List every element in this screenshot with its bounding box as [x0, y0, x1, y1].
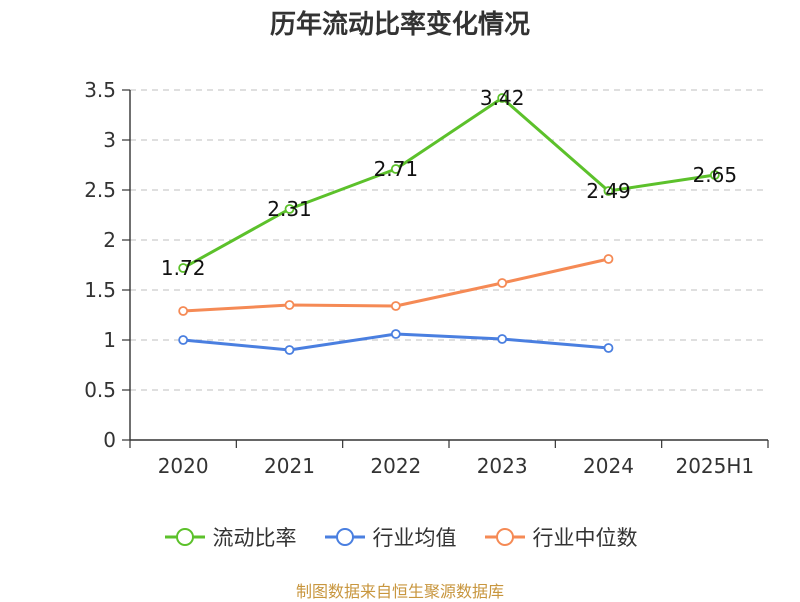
y-tick-label: 1.5 — [84, 278, 116, 302]
legend-label: 行业均值 — [372, 526, 457, 550]
series-0-point — [603, 186, 614, 196]
legend-marker — [495, 528, 514, 546]
legend-marker — [175, 528, 194, 546]
legend-label: 流动比率 — [212, 526, 297, 550]
x-tick-label: 2024 — [583, 454, 634, 478]
x-tick-label: 2020 — [158, 454, 209, 478]
legend-item[interactable]: 行业中位数 — [483, 522, 638, 552]
data-label: 1.72 — [161, 256, 206, 280]
series-0-point — [178, 263, 189, 273]
legend-swatch — [164, 528, 205, 546]
series-0-point — [497, 93, 508, 103]
y-tick-label: 3 — [103, 128, 116, 152]
y-tick-label: 3.5 — [84, 78, 116, 102]
series-1-point — [178, 335, 189, 345]
legend-marker — [335, 528, 354, 546]
grid-lines — [130, 89, 768, 391]
data-labels: 1.72 2.31 2.71 3.42 2.49 2.65 — [161, 86, 737, 280]
legend-item[interactable]: 流动比率 — [163, 522, 297, 552]
series-0-line — [182, 96, 716, 270]
legend-label: 行业中位数 — [532, 526, 638, 550]
series-0-point — [390, 164, 401, 174]
series-1-point — [284, 345, 295, 355]
series-0-point — [284, 204, 295, 214]
y-tick-label: 1 — [103, 328, 116, 352]
x-tick-label: 2022 — [370, 454, 421, 478]
series-lines — [178, 93, 720, 355]
legend: 流动比率 行业均值 行业中位数 — [0, 520, 800, 554]
series-2-point — [284, 300, 295, 310]
y-tick-label: 0.5 — [84, 378, 116, 402]
series-1-point — [390, 329, 401, 339]
legend-swatch — [324, 528, 365, 546]
y-tick-label: 0 — [103, 428, 116, 452]
data-label: 2.31 — [267, 197, 312, 221]
data-label: 2.49 — [586, 179, 631, 203]
series-2-point — [178, 306, 189, 316]
series-2-point — [497, 278, 508, 288]
x-tick-label: 2021 — [264, 454, 315, 478]
y-tick-label: 2 — [103, 228, 116, 252]
axes: 0 0.5 1 1.5 2 2.5 3 3.5 2020 2021 2022 2023 2024 2025… — [84, 78, 769, 478]
chart-title: 历年流动比率变化情况 — [269, 10, 530, 40]
series-1-point — [497, 334, 508, 344]
series-2-point — [603, 254, 614, 264]
series-0-point — [709, 170, 720, 180]
data-label: 2.71 — [374, 157, 419, 181]
source-note: 制图数据来自恒生聚源数据库 — [295, 582, 504, 601]
x-tick-label: 2025H1 — [675, 454, 754, 478]
data-label: 2.65 — [693, 163, 738, 187]
data-label: 3.42 — [480, 86, 525, 110]
legend-swatch — [484, 528, 525, 546]
series-1-point — [603, 343, 614, 353]
series-2-point — [390, 301, 401, 311]
legend-item[interactable]: 行业均值 — [323, 522, 457, 552]
x-tick-label: 2023 — [477, 454, 528, 478]
y-tick-label: 2.5 — [84, 178, 116, 202]
